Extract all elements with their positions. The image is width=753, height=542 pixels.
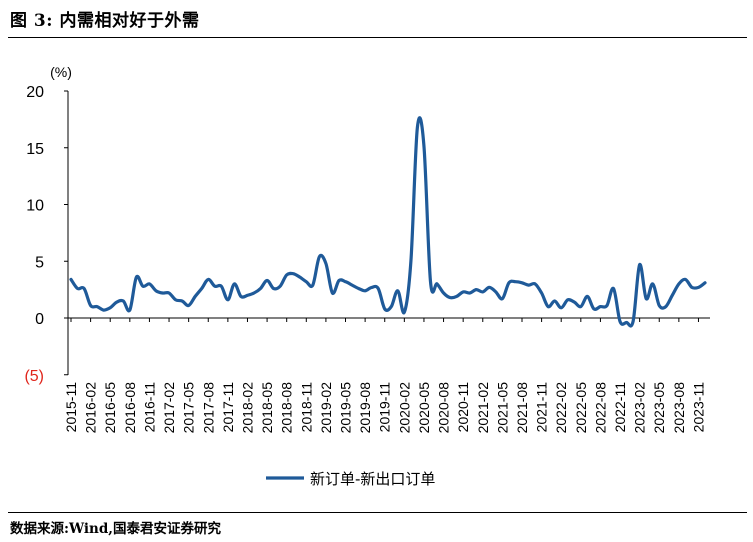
x-tick-label: 2022-08 [592,382,608,434]
x-tick-label: 2019-08 [357,382,373,434]
x-tick-label: 2021-05 [494,382,510,434]
x-axis: 2015-11 2016-02 2016-05 2016-08 2016-11 2017-… [63,317,710,434]
x-tick-label: 2017-08 [200,382,216,434]
x-tick-label: 2023-05 [651,382,667,434]
y-tick-label: 5 [35,254,44,271]
x-tick-label: 2018-08 [279,382,295,434]
x-tick-label: 2018-05 [259,382,275,434]
y-tick-label: 15 [26,141,44,158]
x-tick-label: 2023-11 [690,382,706,433]
x-tick-label: 2019-02 [318,382,334,434]
x-tick-label: 2021-08 [514,382,530,434]
x-tick-label: 2022-11 [612,382,628,433]
x-tick-label: 2020-05 [416,382,432,434]
figure-title: 图 3: 内需相对好于外需 [10,11,200,31]
x-tick-label: 2020-11 [455,382,471,433]
x-tick-label: 2019-05 [338,382,354,434]
x-tick-label: 2018-02 [239,382,255,434]
series-line [69,116,707,328]
series-layer [69,116,707,328]
x-tick-label: 2016-05 [102,382,118,434]
x-tick-label: 2022-02 [553,382,569,434]
legend: 新订单-新出口订单 [266,470,435,488]
x-tick-label: 2016-02 [83,382,99,434]
x-tick-label: 2017-02 [161,382,177,434]
x-tick-label: 2020-02 [396,382,412,434]
x-tick-label: 2015-11 [63,382,79,433]
source-note: 数据来源:Wind,国泰君安证券研究 [10,521,221,537]
top-rule [8,37,747,38]
x-tick-label: 2022-05 [573,382,589,434]
y-tick-label: 10 [26,198,44,215]
x-tick-label: 2018-11 [298,382,314,433]
x-tick-label: 2016-11 [141,382,157,433]
y-tick-label: 0 [35,311,44,328]
x-tick-label: 2023-02 [632,382,648,434]
x-tick-label: 2021-02 [475,382,491,434]
x-tick-label: 2023-08 [671,382,687,434]
y-tick-label: 20 [26,84,44,101]
x-tick-label: 2017-05 [181,382,197,434]
y-tick-label: (5) [24,368,44,385]
legend-label: 新订单-新出口订单 [310,470,435,488]
x-tick-label: 2021-11 [534,382,550,433]
x-tick-label: 2017-11 [220,382,236,433]
y-axis-unit-label: (%) [50,64,72,80]
y-axis: 20 15 10 5 0 (5) (%) [24,64,71,385]
x-tick-label: 2020-08 [436,382,452,434]
x-tick-label: 2019-11 [377,382,393,433]
x-tick-label: 2016-08 [122,382,138,434]
bottom-rule [8,512,747,513]
